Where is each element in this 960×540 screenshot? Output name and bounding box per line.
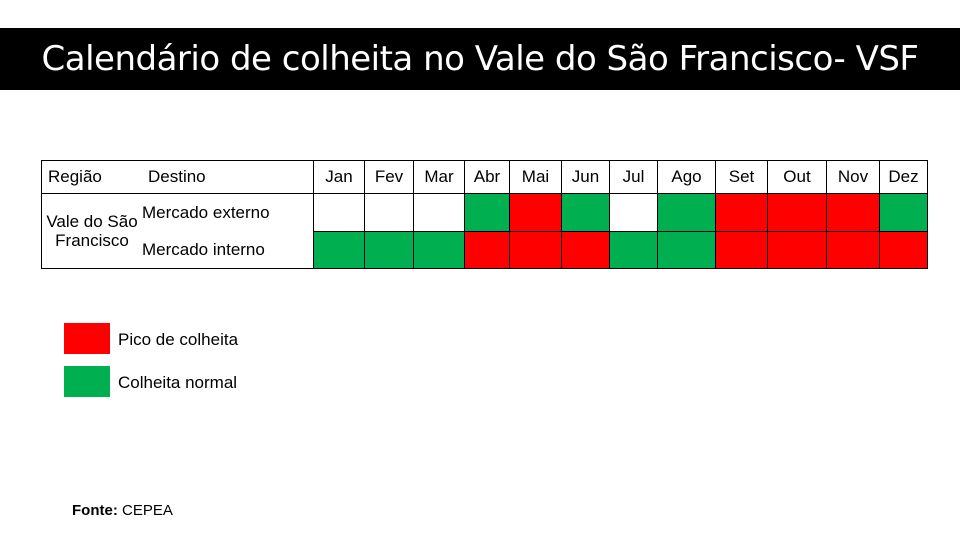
- month-header: Mai: [509, 160, 562, 194]
- source-value: CEPEA: [122, 502, 173, 519]
- month-header: Dez: [879, 160, 928, 194]
- calendar-cell: [561, 230, 610, 269]
- legend-label-pico: Pico de colheita: [118, 330, 239, 349]
- table-row: Vale do São Francisco Mercado externo: [41, 193, 928, 269]
- month-header: Fev: [364, 160, 414, 194]
- month-header: Out: [767, 160, 827, 194]
- calendar-cell: [313, 193, 365, 232]
- month-header: Ago: [657, 160, 716, 194]
- calendar-cell: [826, 193, 880, 232]
- destino-cell: Mercado interno: [142, 231, 314, 269]
- legend-swatch-pico: [64, 323, 110, 354]
- harvest-calendar-table: Região Destino Jan Fev Mar Abr Mai Jun J…: [41, 160, 928, 269]
- title-bar: Calendário de colheita no Vale do São Fr…: [0, 28, 960, 90]
- source-label: Fonte:: [72, 502, 118, 519]
- calendar-cell: [657, 193, 716, 232]
- region-cell: Vale do São Francisco: [41, 193, 142, 269]
- calendar-cell: [413, 230, 465, 269]
- calendar-cell: [609, 230, 658, 269]
- calendar-cell: [464, 230, 510, 269]
- calendar-cell: [364, 230, 414, 269]
- month-header: Jan: [313, 160, 365, 194]
- destino-cell: Mercado externo: [142, 193, 314, 231]
- calendar-cell: [715, 230, 768, 269]
- calendar-cell: [657, 230, 716, 269]
- calendar-cell: [413, 193, 465, 232]
- calendar-cell: [364, 193, 414, 232]
- month-header: Nov: [826, 160, 880, 194]
- calendar-cell: [767, 193, 827, 232]
- month-header: Jul: [609, 160, 658, 194]
- calendar-cell: [509, 193, 562, 232]
- calendar-cell: [826, 230, 880, 269]
- month-header: Jun: [561, 160, 610, 194]
- source-note: Fonte: CEPEA: [72, 502, 173, 519]
- calendar-cell: [561, 193, 610, 232]
- calendar-cell: [767, 230, 827, 269]
- table-header-row: Região Destino Jan Fev Mar Abr Mai Jun J…: [41, 160, 928, 194]
- header-destino: Destino: [142, 160, 314, 194]
- month-header: Abr: [464, 160, 510, 194]
- month-header: Set: [715, 160, 768, 194]
- calendar-cell: [464, 193, 510, 232]
- table-row: Mercado interno: [42, 230, 928, 269]
- legend-label-normal: Colheita normal: [118, 373, 238, 392]
- page-title: Calendário de colheita no Vale do São Fr…: [41, 39, 919, 79]
- calendar-cell: [609, 193, 658, 232]
- calendar-cell: [509, 230, 562, 269]
- month-header: Mar: [413, 160, 465, 194]
- header-regiao: Região: [41, 160, 142, 194]
- calendar-cell: [879, 230, 928, 269]
- calendar-cell: [313, 230, 365, 269]
- calendar-cell: [879, 193, 928, 232]
- legend-swatch-normal: [64, 366, 110, 397]
- calendar-cell: [715, 193, 768, 232]
